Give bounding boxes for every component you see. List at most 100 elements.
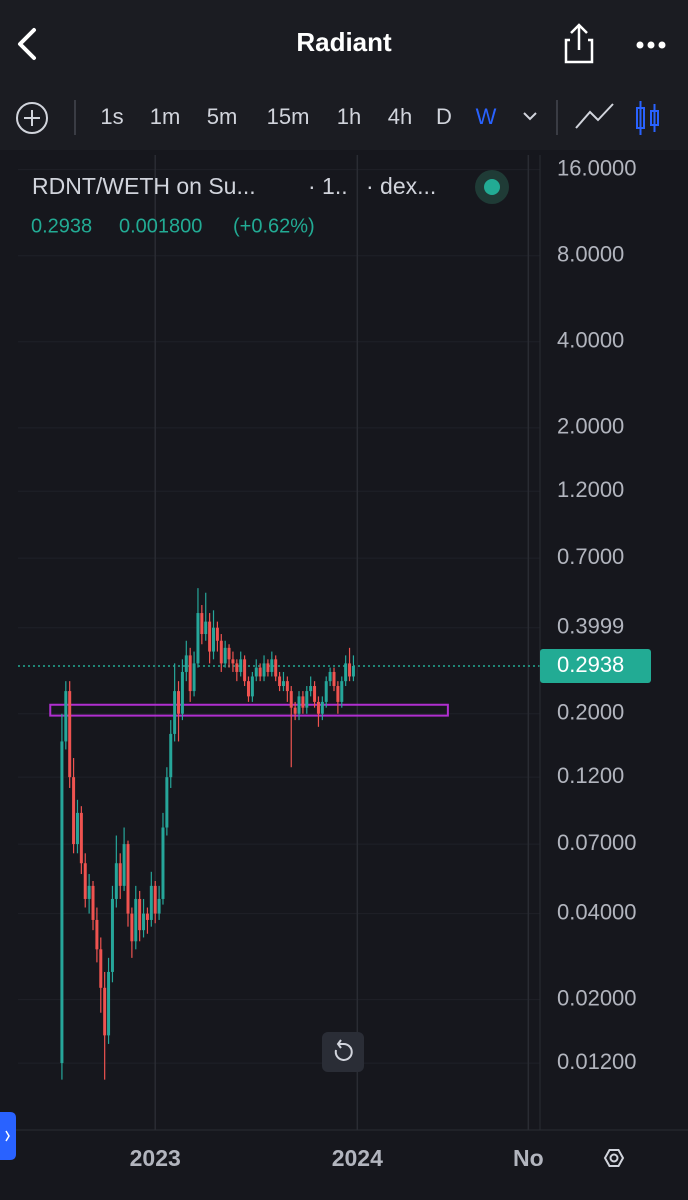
candle-body bbox=[212, 627, 216, 652]
status-dot bbox=[484, 179, 500, 195]
candle-body bbox=[114, 863, 118, 899]
toolbar bbox=[0, 84, 688, 150]
side-panel-arrow bbox=[5, 1130, 10, 1142]
candle-body bbox=[328, 671, 332, 682]
candle-body bbox=[130, 913, 134, 942]
settings-button[interactable] bbox=[603, 1149, 625, 1167]
candle-body bbox=[134, 898, 138, 942]
y-tick-label: 0.3999 bbox=[557, 614, 624, 639]
add-indicator-button[interactable] bbox=[16, 102, 48, 134]
more-button[interactable] bbox=[636, 41, 666, 49]
interval-button[interactable]: 1h bbox=[337, 104, 361, 129]
x-tick-label: 2024 bbox=[332, 1145, 383, 1171]
candle-body bbox=[215, 627, 219, 641]
back-button[interactable] bbox=[18, 28, 36, 60]
candle-body bbox=[200, 613, 204, 635]
candle-body bbox=[79, 812, 83, 864]
interval-group: 1s 1m 5m 15m 1h 4h D W bbox=[100, 104, 496, 129]
candle-body bbox=[118, 863, 122, 886]
candle-body bbox=[126, 844, 130, 914]
candle-body bbox=[138, 898, 142, 931]
legend-source: · dex... bbox=[366, 173, 436, 199]
candle-body bbox=[180, 671, 184, 714]
x-tick-label: No bbox=[513, 1145, 544, 1171]
candle-body bbox=[110, 898, 114, 972]
interval-button[interactable]: 1m bbox=[150, 104, 181, 129]
candle-body bbox=[72, 777, 76, 845]
candle-body bbox=[177, 691, 181, 714]
candle-body bbox=[60, 741, 64, 1064]
candle-body bbox=[145, 913, 149, 920]
legend-symbol: RDNT/WETH on Su... bbox=[32, 173, 256, 199]
candle-body bbox=[351, 665, 355, 677]
candle-body bbox=[274, 659, 278, 677]
y-tick-label: 0.07000 bbox=[557, 830, 637, 855]
candle-body bbox=[157, 898, 161, 914]
zone-box bbox=[49, 703, 449, 717]
candle-body bbox=[68, 691, 72, 778]
header-bar bbox=[0, 0, 688, 84]
last-price-badge bbox=[540, 648, 651, 683]
candle-body bbox=[309, 686, 313, 692]
candle-body bbox=[250, 676, 254, 697]
interval-dropdown[interactable] bbox=[523, 112, 537, 121]
x-tick-label: 2023 bbox=[130, 1145, 181, 1171]
candle-body bbox=[340, 681, 344, 702]
legend-price: 0.2938 bbox=[31, 215, 92, 237]
reset-button[interactable] bbox=[322, 1032, 364, 1072]
interval-button[interactable]: 15m bbox=[267, 104, 310, 129]
interval-button[interactable]: 4h bbox=[388, 104, 412, 129]
y-tick-label: 0.01200 bbox=[557, 1049, 637, 1074]
candle-body bbox=[246, 681, 250, 697]
candle-body bbox=[95, 919, 99, 950]
y-tick-label: 1.2000 bbox=[557, 477, 624, 502]
candle-body bbox=[266, 663, 270, 672]
interval-button[interactable]: 5m bbox=[207, 104, 238, 129]
candle-body bbox=[336, 686, 340, 702]
page-title: Radiant bbox=[296, 27, 392, 57]
candle-body bbox=[231, 659, 235, 664]
chart-type-button[interactable] bbox=[636, 101, 659, 135]
candle-body bbox=[262, 663, 266, 677]
candle-body bbox=[165, 777, 169, 828]
candle-body bbox=[293, 707, 297, 714]
interval-button[interactable]: 1s bbox=[100, 104, 123, 129]
candle-body bbox=[204, 621, 208, 635]
legend-bg bbox=[16, 156, 688, 200]
candle-body bbox=[270, 659, 274, 672]
candle-body bbox=[344, 663, 348, 682]
candle-body bbox=[348, 663, 352, 677]
candle-body bbox=[161, 827, 165, 899]
candle-body bbox=[239, 659, 243, 672]
candle-body bbox=[107, 971, 111, 1036]
y-tick-label: 16.0000 bbox=[557, 155, 637, 180]
share-button[interactable] bbox=[564, 23, 594, 64]
candle-body bbox=[243, 659, 247, 682]
side-panel-tab[interactable] bbox=[0, 1112, 16, 1160]
drawing-tool-button[interactable] bbox=[575, 103, 614, 129]
candle-body bbox=[99, 949, 103, 988]
y-tick-label: 0.1200 bbox=[557, 763, 624, 788]
y-tick-label: 0.2000 bbox=[557, 700, 624, 725]
candle-body bbox=[87, 885, 91, 899]
interval-button[interactable]: W bbox=[476, 104, 497, 129]
interval-button[interactable]: D bbox=[436, 104, 452, 129]
candle-body bbox=[83, 863, 87, 899]
candle-body bbox=[91, 885, 95, 920]
candle-body bbox=[149, 885, 153, 920]
candle-body bbox=[324, 681, 328, 702]
legend-interval: · 1.. bbox=[308, 173, 348, 199]
candle-body bbox=[235, 663, 239, 672]
candle-body bbox=[227, 647, 231, 660]
candle-body bbox=[320, 701, 324, 714]
candle-body bbox=[184, 655, 188, 672]
y-tick-label: 0.04000 bbox=[557, 899, 637, 924]
candle-body bbox=[223, 647, 227, 664]
candle-body bbox=[278, 676, 282, 687]
candle-body bbox=[281, 681, 285, 687]
candle-body bbox=[122, 844, 126, 886]
candle-body bbox=[196, 613, 200, 664]
y-tick-label: 2.0000 bbox=[557, 414, 624, 439]
candle-body bbox=[305, 691, 309, 708]
candle-body bbox=[332, 671, 336, 687]
